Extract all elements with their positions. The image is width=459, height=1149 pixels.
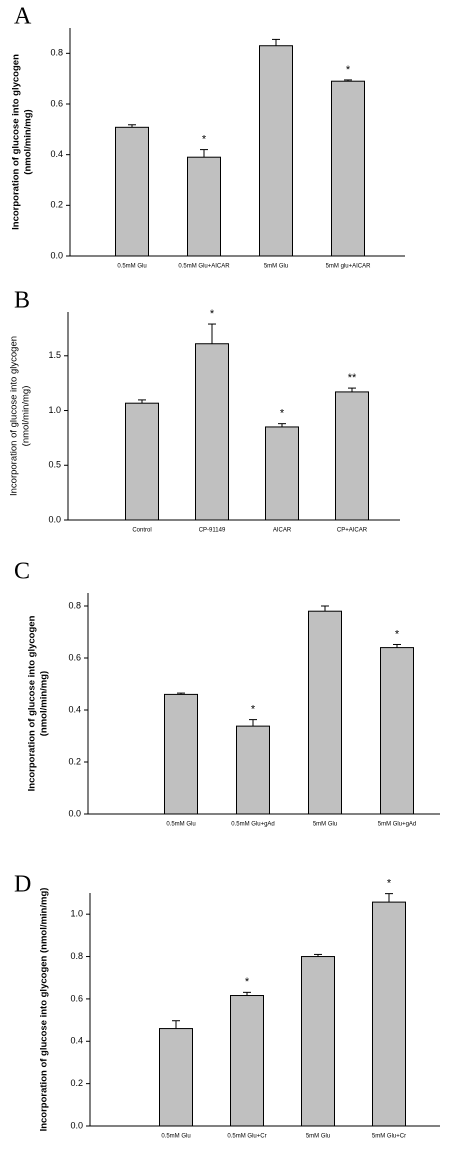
y-tick-label: 0.0 — [70, 1120, 83, 1130]
significance: * — [251, 704, 256, 716]
y-tick-label: 1.0 — [70, 909, 83, 919]
panel-label: C — [14, 559, 30, 585]
x-tick-label: 5mM Glu — [313, 822, 337, 828]
y-tick-label: 0.6 — [68, 652, 81, 662]
bar — [125, 402, 159, 521]
x-tick-label: 0.5mM Glu+Cr — [227, 1134, 266, 1140]
x-tick-label: 5mM Glu — [306, 1134, 330, 1140]
x-tick-label: 0.5mM Glu+AICAR — [178, 264, 230, 270]
y-tick-label: 1.0 — [48, 405, 61, 415]
y-tick-label: 0.2 — [50, 200, 63, 210]
x-tick-label: 0.5mM Glu — [161, 1134, 190, 1140]
y-tick-label: 0.6 — [50, 98, 63, 108]
bar — [335, 391, 369, 521]
y-tick-label: 0.5 — [48, 460, 61, 470]
y-tick-label: 1.5 — [48, 350, 61, 360]
x-tick-label: CP+AICAR — [337, 528, 368, 534]
bar — [236, 725, 270, 815]
y-tick-label: 0.4 — [50, 149, 63, 159]
y-tick-label: 0.8 — [70, 951, 83, 961]
panel-label: D — [14, 872, 31, 898]
y-axis-label: Incorporation of glucose into glycogen — [11, 54, 22, 230]
significance: * — [387, 878, 392, 890]
x-tick-label: CP-91149 — [199, 528, 226, 534]
x-tick-label: 0.5mM Glu — [117, 264, 146, 270]
y-tick-label: 0.8 — [68, 600, 81, 610]
y-tick-label: 0.8 — [50, 48, 63, 58]
bar — [164, 693, 198, 815]
y-tick-label: 0.4 — [68, 704, 81, 714]
bar — [265, 426, 299, 521]
significance: ** — [348, 372, 357, 384]
significance: * — [346, 64, 351, 76]
bar — [187, 156, 221, 257]
bar — [259, 45, 293, 257]
bar — [331, 80, 365, 257]
y-axis-label: Incorporation of glucose into glycogen — [9, 336, 20, 496]
significance: * — [210, 308, 215, 320]
y-tick-label: 0.0 — [68, 808, 81, 818]
y-axis-label: Incorporation of glucose into glycogen (… — [39, 888, 50, 1132]
y-axis-label: (nmol/min/mg) — [23, 109, 34, 174]
panel-label: B — [14, 288, 30, 314]
significance: * — [202, 134, 207, 146]
significance: * — [280, 408, 285, 420]
bar — [115, 126, 149, 257]
bar — [159, 1028, 193, 1127]
x-tick-label: 5mM Glu+Cr — [372, 1134, 406, 1140]
x-tick-label: 5mM Glu — [264, 264, 288, 270]
y-tick-label: 0.0 — [48, 514, 61, 524]
bar — [372, 901, 406, 1127]
bar — [301, 956, 335, 1127]
y-axis-label: (nmol/min/mg) — [21, 386, 32, 447]
bar — [230, 995, 264, 1127]
significance: * — [245, 976, 250, 988]
y-tick-label: 0.2 — [68, 756, 81, 766]
bar — [195, 343, 229, 521]
y-tick-label: 0.0 — [50, 250, 63, 260]
x-tick-label: Control — [132, 528, 151, 534]
x-tick-label: 0.5mM Glu+gAd — [231, 822, 275, 828]
x-tick-label: AICAR — [273, 528, 292, 534]
x-tick-label: 0.5mM Glu — [166, 822, 195, 828]
y-tick-label: 0.6 — [70, 993, 83, 1003]
x-tick-label: 5mM Glu+gAd — [378, 822, 417, 828]
bar — [380, 647, 414, 815]
x-tick-label: 5mM glu+AICAR — [326, 264, 372, 270]
significance: * — [395, 628, 400, 640]
y-axis-label: (nmol/min/mg) — [39, 671, 50, 736]
y-tick-label: 0.4 — [70, 1036, 83, 1046]
y-tick-label: 0.2 — [70, 1078, 83, 1088]
y-axis-label: Incorporation of glucose into glycogen — [27, 615, 38, 791]
bar — [308, 610, 342, 815]
panel-label: A — [14, 4, 32, 30]
